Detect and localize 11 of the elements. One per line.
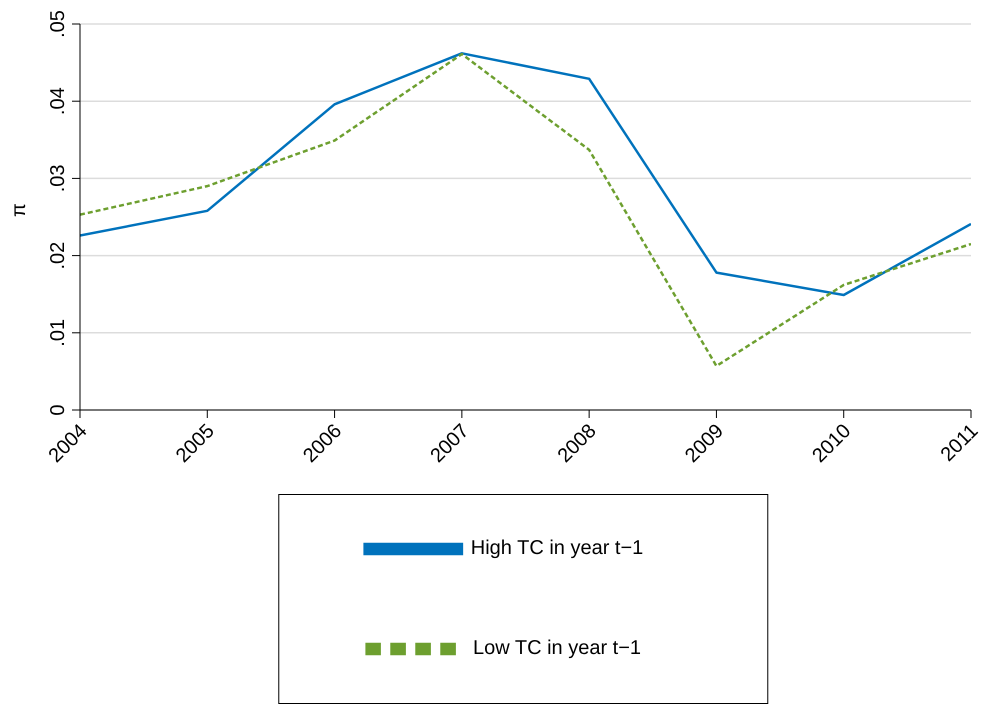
y-tick-label: .02 <box>47 242 69 270</box>
y-tick-label: .01 <box>47 318 69 347</box>
legend-label: High TC in year t−1 <box>470 537 644 560</box>
line-series <box>80 52 971 296</box>
y-axis-title: π <box>8 203 30 217</box>
y-tick-label: .05 <box>47 10 69 38</box>
y-tick-label: .04 <box>47 87 69 116</box>
y-tick-label: 0 <box>47 404 69 416</box>
legend-label: Low TC in year t−1 <box>472 637 642 660</box>
y-tick-label: .03 <box>47 164 69 192</box>
line-series <box>80 52 971 368</box>
